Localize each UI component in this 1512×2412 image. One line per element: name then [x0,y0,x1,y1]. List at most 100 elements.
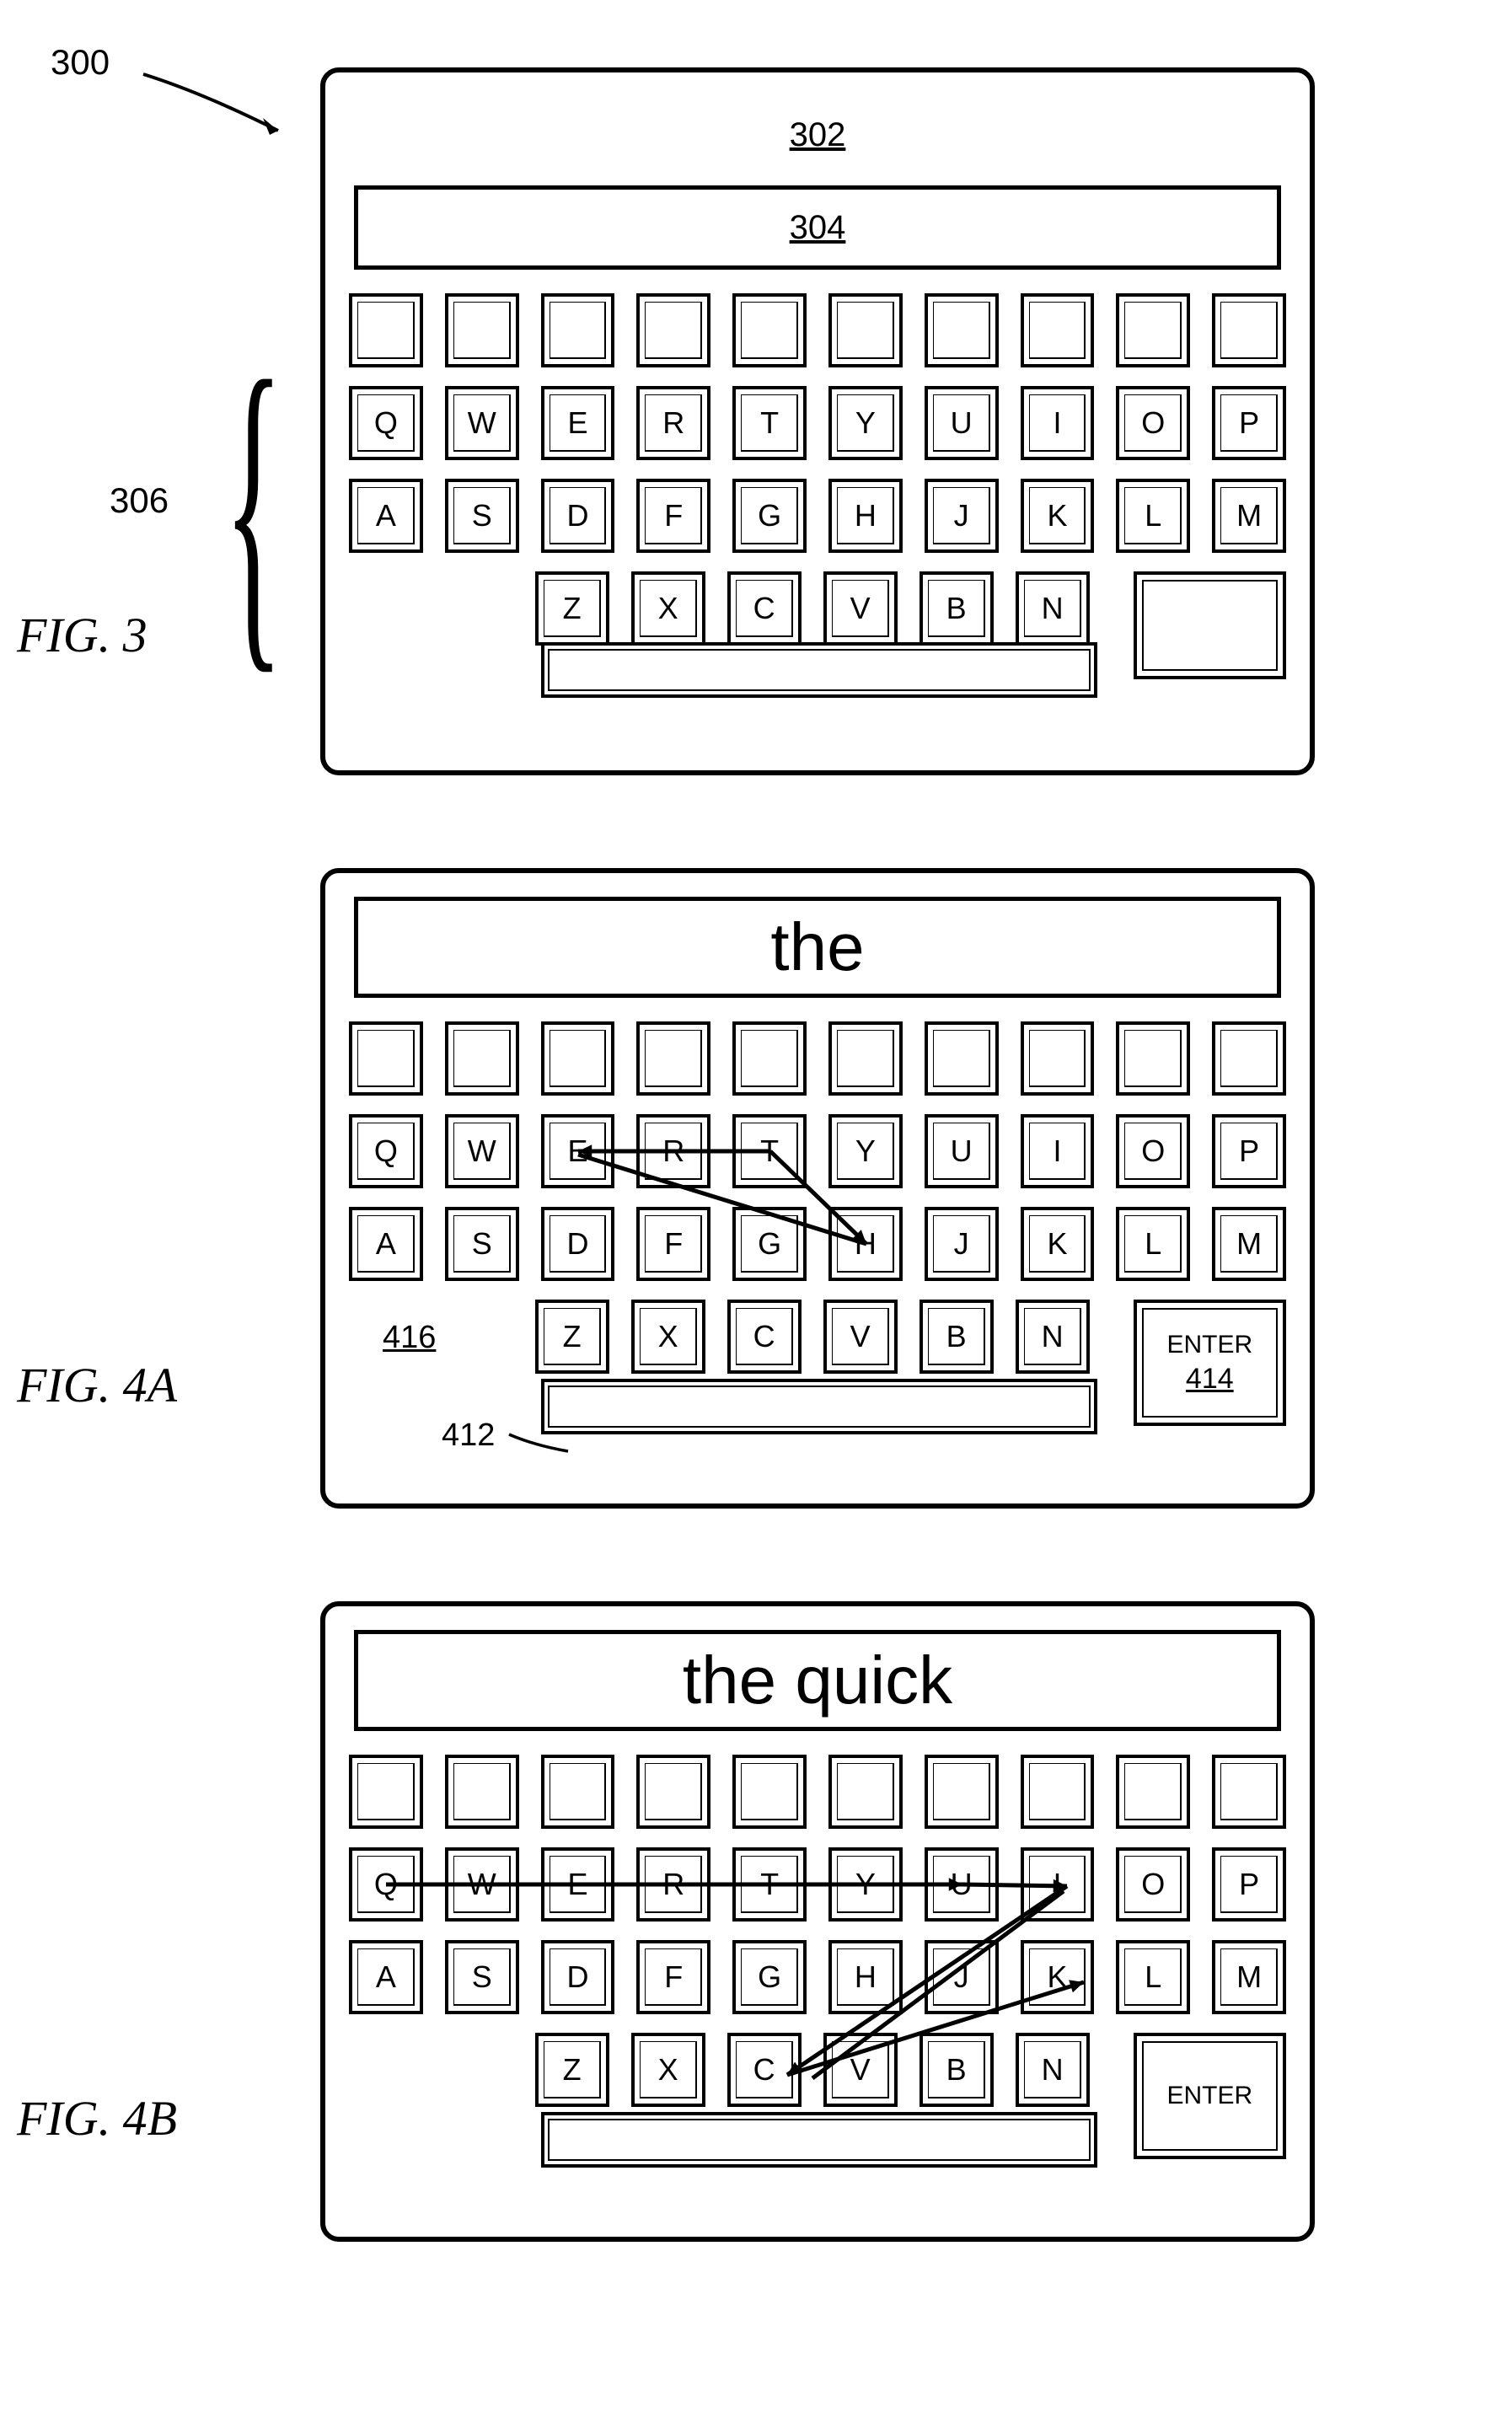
fig4a-key-blank9[interactable] [1212,1021,1286,1096]
fig4b-key-W[interactable]: W [445,1847,519,1922]
fig4a-key-blank5[interactable] [828,1021,903,1096]
fig3-text-bar[interactable]: 304 [354,185,1281,270]
fig4a-key-N[interactable]: N [1016,1300,1090,1374]
fig4a-key-Z[interactable]: Z [535,1300,609,1374]
fig4b-enter[interactable]: ENTER [1134,2033,1286,2159]
fig4a-key-W[interactable]: W [445,1114,519,1188]
fig4a-key-X[interactable]: X [631,1300,705,1374]
fig3-key-J[interactable]: J [925,479,999,553]
fig4a-key-blank6[interactable] [925,1021,999,1096]
fig3-key-N[interactable]: N [1016,571,1090,646]
fig3-key-R[interactable]: R [636,386,710,460]
fig4b-key-blank8[interactable] [1116,1755,1190,1829]
fig3-key-D[interactable]: D [541,479,615,553]
fig3-key-blank0[interactable] [349,293,423,367]
fig4a-key-Y[interactable]: Y [828,1114,903,1188]
fig3-key-K[interactable]: K [1021,479,1095,553]
fig3-key-blank6[interactable] [925,293,999,367]
fig3-key-Z[interactable]: Z [535,571,609,646]
fig4a-key-T[interactable]: T [732,1114,807,1188]
fig4b-key-T[interactable]: T [732,1847,807,1922]
fig4b-key-C[interactable]: C [727,2033,802,2107]
fig4a-key-U[interactable]: U [925,1114,999,1188]
fig3-key-blank5[interactable] [828,293,903,367]
fig4b-key-E[interactable]: E [541,1847,615,1922]
fig4a-key-blank4[interactable] [732,1021,807,1096]
fig3-key-W[interactable]: W [445,386,519,460]
fig4b-key-blank4[interactable] [732,1755,807,1829]
fig4b-key-S[interactable]: S [445,1940,519,2014]
fig4b-key-V[interactable]: V [823,2033,898,2107]
fig4a-key-A[interactable]: A [349,1207,423,1281]
fig4a-key-blank3[interactable] [636,1021,710,1096]
fig4a-key-Q[interactable]: Q [349,1114,423,1188]
fig4b-key-Q[interactable]: Q [349,1847,423,1922]
fig4b-key-N[interactable]: N [1016,2033,1090,2107]
fig4a-key-O[interactable]: O [1116,1114,1190,1188]
fig3-key-C[interactable]: C [727,571,802,646]
fig3-key-blank7[interactable] [1021,293,1095,367]
fig3-key-T[interactable]: T [732,386,807,460]
fig3-key-S[interactable]: S [445,479,519,553]
fig4b-key-blank5[interactable] [828,1755,903,1829]
fig4a-key-R[interactable]: R [636,1114,710,1188]
fig4a-key-G[interactable]: G [732,1207,807,1281]
fig4a-key-C[interactable]: C [727,1300,802,1374]
fig3-key-G[interactable]: G [732,479,807,553]
fig4a-key-blank1[interactable] [445,1021,519,1096]
fig4b-key-H[interactable]: H [828,1940,903,2014]
fig3-key-B[interactable]: B [920,571,994,646]
fig3-key-P[interactable]: P [1212,386,1286,460]
fig4b-key-B[interactable]: B [920,2033,994,2107]
fig4b-key-P[interactable]: P [1212,1847,1286,1922]
fig4a-key-E[interactable]: E [541,1114,615,1188]
fig4b-key-blank1[interactable] [445,1755,519,1829]
fig3-key-I[interactable]: I [1021,386,1095,460]
fig4b-key-blank3[interactable] [636,1755,710,1829]
fig3-key-X[interactable]: X [631,571,705,646]
fig3-key-M[interactable]: M [1212,479,1286,553]
fig3-key-O[interactable]: O [1116,386,1190,460]
fig4b-key-blank0[interactable] [349,1755,423,1829]
fig4b-key-M[interactable]: M [1212,1940,1286,2014]
fig3-key-blank3[interactable] [636,293,710,367]
fig4a-key-blank8[interactable] [1116,1021,1190,1096]
fig4a-key-J[interactable]: J [925,1207,999,1281]
fig4b-key-blank2[interactable] [541,1755,615,1829]
fig3-key-F[interactable]: F [636,479,710,553]
fig3-key-blank8[interactable] [1116,293,1190,367]
fig4a-key-I[interactable]: I [1021,1114,1095,1188]
fig4a-key-M[interactable]: M [1212,1207,1286,1281]
fig3-key-Y[interactable]: Y [828,386,903,460]
fig4a-key-K[interactable]: K [1021,1207,1095,1281]
fig4b-key-blank6[interactable] [925,1755,999,1829]
fig4a-key-P[interactable]: P [1212,1114,1286,1188]
fig4a-key-D[interactable]: D [541,1207,615,1281]
fig4a-key-blank2[interactable] [541,1021,615,1096]
fig4a-text-bar[interactable]: the [354,897,1281,998]
fig3-key-E[interactable]: E [541,386,615,460]
fig4b-key-blank7[interactable] [1021,1755,1095,1829]
fig4a-key-B[interactable]: B [920,1300,994,1374]
fig3-key-blank9[interactable] [1212,293,1286,367]
fig3-enter[interactable] [1134,571,1286,679]
fig4b-key-G[interactable]: G [732,1940,807,2014]
fig4a-key-L[interactable]: L [1116,1207,1190,1281]
fig4b-key-I[interactable]: I [1021,1847,1095,1922]
fig4b-key-R[interactable]: R [636,1847,710,1922]
fig4b-key-X[interactable]: X [631,2033,705,2107]
fig4b-key-F[interactable]: F [636,1940,710,2014]
fig3-key-blank1[interactable] [445,293,519,367]
fig4b-text-bar[interactable]: the quick [354,1630,1281,1731]
fig4b-key-Z[interactable]: Z [535,2033,609,2107]
fig4b-key-K[interactable]: K [1021,1940,1095,2014]
fig4a-enter[interactable]: ENTER 414 [1134,1300,1286,1426]
fig4b-key-D[interactable]: D [541,1940,615,2014]
fig4b-key-L[interactable]: L [1116,1940,1190,2014]
fig3-key-V[interactable]: V [823,571,898,646]
fig4b-key-blank9[interactable] [1212,1755,1286,1829]
fig4b-spacebar[interactable] [541,2112,1097,2168]
fig4a-key-blank0[interactable] [349,1021,423,1096]
fig3-key-A[interactable]: A [349,479,423,553]
fig4b-key-Y[interactable]: Y [828,1847,903,1922]
